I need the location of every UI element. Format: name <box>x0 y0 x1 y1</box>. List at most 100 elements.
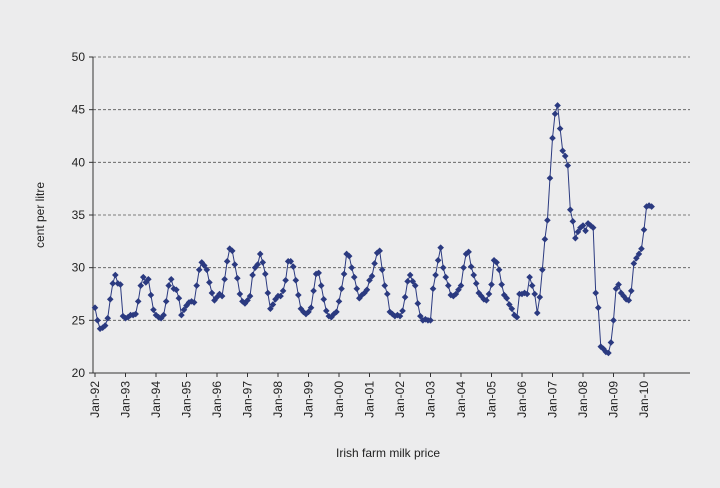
data-point <box>587 222 594 229</box>
data-point <box>429 285 437 293</box>
data-point <box>358 291 366 299</box>
data-point <box>200 262 208 269</box>
data-point <box>134 298 142 305</box>
data-point <box>612 285 620 293</box>
data-point <box>627 287 635 295</box>
data-point <box>239 298 246 305</box>
data-point <box>422 315 429 323</box>
y-tick-labels: 20 25 30 35 40 45 50 <box>72 50 93 380</box>
data-point <box>615 281 622 288</box>
x-tick-label: Jan-00 <box>332 381 346 418</box>
x-tick-label: Jan-96 <box>210 381 224 418</box>
data-point <box>147 291 155 299</box>
data-point <box>518 290 526 298</box>
data-point <box>564 162 572 169</box>
data-point <box>511 311 518 319</box>
data-point <box>594 304 602 311</box>
y-tick-label: 45 <box>72 103 86 117</box>
data-point <box>490 256 498 264</box>
data-point <box>648 203 655 210</box>
data-point <box>350 273 358 281</box>
data-point <box>633 254 640 262</box>
data-point <box>208 289 216 297</box>
x-tick-label: Jan-99 <box>302 381 316 418</box>
data-point <box>485 290 493 298</box>
x-tick-label: Jan-07 <box>546 381 560 418</box>
data-point <box>112 271 119 279</box>
data-point <box>254 261 261 268</box>
data-point <box>378 266 386 274</box>
data-point <box>592 289 600 297</box>
data-point <box>343 250 350 258</box>
data-point <box>183 302 190 309</box>
data-point <box>579 222 587 229</box>
x-tick-label: Jan-05 <box>485 381 499 418</box>
data-point <box>483 297 490 304</box>
data-point <box>401 293 409 301</box>
data-point <box>414 300 422 307</box>
data-point <box>589 224 597 231</box>
data-point <box>157 314 165 322</box>
data-point <box>256 250 264 258</box>
data-point <box>391 312 399 320</box>
data-point <box>292 277 300 284</box>
data-point <box>432 271 439 279</box>
data-point <box>236 290 244 298</box>
data-point <box>533 309 541 317</box>
data-point <box>109 280 117 287</box>
data-point <box>371 260 378 267</box>
data-point <box>328 313 335 321</box>
data-point <box>569 218 577 225</box>
data-point <box>160 311 167 319</box>
data-point <box>645 202 653 209</box>
data-point <box>180 306 188 314</box>
data-point <box>457 282 465 289</box>
data-point <box>544 216 551 224</box>
data-point <box>300 308 307 316</box>
x-tick-label: Jan-01 <box>363 381 377 418</box>
data-point <box>383 290 391 298</box>
data-point <box>142 279 150 286</box>
data-point <box>317 282 325 289</box>
y-tick-label: 35 <box>72 208 86 222</box>
data-point <box>119 312 127 320</box>
series-milk-price <box>91 102 655 357</box>
data-point <box>241 300 249 307</box>
data-point <box>480 295 488 303</box>
y-tick-label: 20 <box>72 366 86 380</box>
data-point <box>223 258 231 265</box>
data-point <box>132 310 139 318</box>
data-point <box>193 282 200 289</box>
data-point <box>356 294 363 302</box>
data-point <box>310 287 317 295</box>
data-point <box>211 297 218 304</box>
data-point <box>246 292 254 300</box>
x-tick-labels: Jan-92 Jan-93 Jan-94 Jan-95 Jan-96 Jan-97 Jan-… <box>88 373 651 418</box>
data-point <box>625 297 633 304</box>
data-point <box>261 270 269 278</box>
data-point <box>417 312 424 320</box>
data-point <box>234 274 241 282</box>
data-point <box>162 298 170 305</box>
data-point <box>175 294 183 302</box>
data-point <box>289 263 297 270</box>
data-point <box>190 299 198 306</box>
data-point <box>295 291 302 299</box>
data-point <box>602 348 610 356</box>
data-point <box>437 244 444 251</box>
data-point <box>167 275 175 283</box>
data-point <box>640 226 648 234</box>
y-axis-title: cent per litre <box>33 182 47 248</box>
data-point <box>333 308 340 316</box>
x-tick-label: Jan-94 <box>149 381 163 418</box>
data-point <box>361 289 368 297</box>
data-point <box>129 311 137 319</box>
data-point <box>244 297 251 304</box>
data-point <box>404 278 411 285</box>
data-point <box>165 282 173 289</box>
data-point <box>559 147 566 155</box>
data-point <box>117 281 124 288</box>
data-point <box>282 277 289 284</box>
data-point <box>368 272 376 280</box>
x-tick-label: Jan-10 <box>637 381 651 418</box>
